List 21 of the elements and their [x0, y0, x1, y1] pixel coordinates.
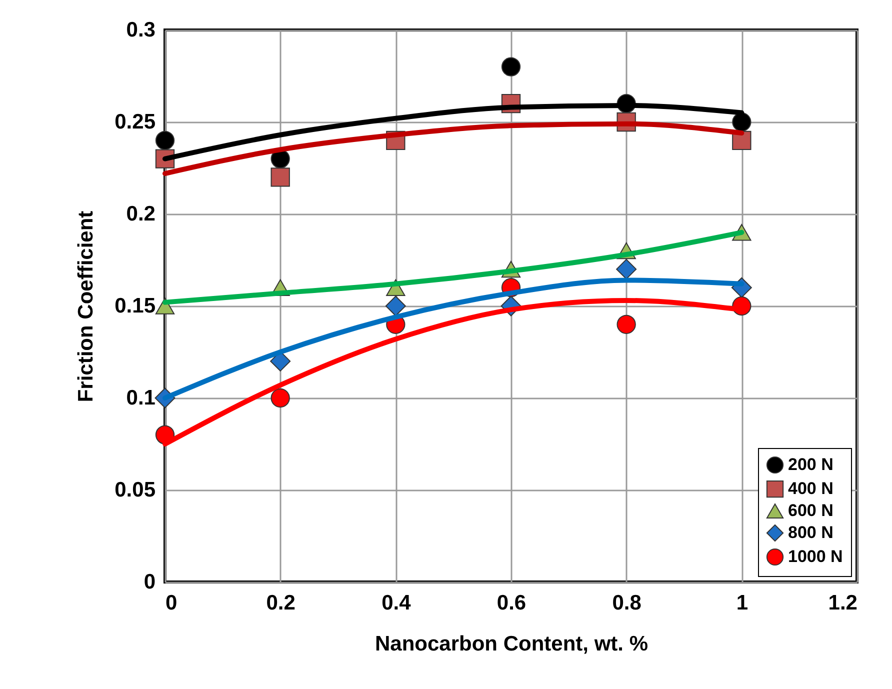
y-tick-label: 0: [144, 570, 156, 594]
y-tick-label: 0.2: [126, 202, 156, 226]
y-tick-label: 0.25: [114, 110, 156, 134]
legend-label: 400 N: [788, 479, 834, 498]
x-tick-label: 1: [736, 592, 748, 614]
legend-label: 800 N: [788, 523, 834, 542]
y-tick-label: 0.15: [114, 294, 156, 318]
y-axis-title: Friction Coefficient: [74, 210, 98, 402]
legend-label: 1000 N: [788, 547, 843, 566]
x-tick-label: 0: [166, 592, 178, 614]
y-tick-label: 0.05: [114, 478, 156, 502]
y-tick-label: 0.3: [126, 18, 156, 42]
x-tick-label: 0.4: [382, 592, 412, 614]
x-tick-label: 0.2: [266, 592, 296, 614]
legend-label: 600 N: [788, 501, 834, 520]
y-tick-label: 0.1: [126, 386, 156, 410]
legend-label: 200 N: [788, 455, 834, 474]
x-tick-label: 0.8: [612, 592, 642, 614]
x-tick-label: 1.2: [828, 592, 858, 614]
x-tick-label: 0.6: [496, 592, 526, 614]
x-axis-title: Nanocarbon Content, wt. %: [375, 632, 648, 656]
